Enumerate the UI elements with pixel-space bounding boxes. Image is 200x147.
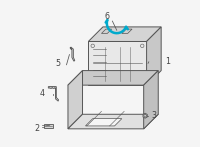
Polygon shape	[122, 29, 132, 34]
Bar	[44, 124, 53, 128]
Text: 1: 1	[165, 57, 170, 66]
Polygon shape	[143, 113, 147, 118]
Polygon shape	[68, 71, 83, 129]
Polygon shape	[85, 119, 122, 126]
Circle shape	[53, 86, 55, 88]
Text: 3: 3	[151, 111, 156, 120]
Text: 4: 4	[39, 89, 44, 98]
Polygon shape	[48, 87, 59, 101]
Polygon shape	[147, 27, 161, 85]
Polygon shape	[70, 47, 75, 61]
Text: 2: 2	[34, 124, 39, 133]
Polygon shape	[144, 71, 158, 129]
Polygon shape	[88, 41, 147, 85]
Circle shape	[50, 86, 52, 88]
Text: 6: 6	[104, 12, 109, 21]
Text: 5: 5	[55, 59, 60, 68]
Polygon shape	[101, 29, 112, 34]
Polygon shape	[68, 114, 158, 129]
Polygon shape	[68, 71, 158, 85]
Polygon shape	[88, 27, 161, 41]
